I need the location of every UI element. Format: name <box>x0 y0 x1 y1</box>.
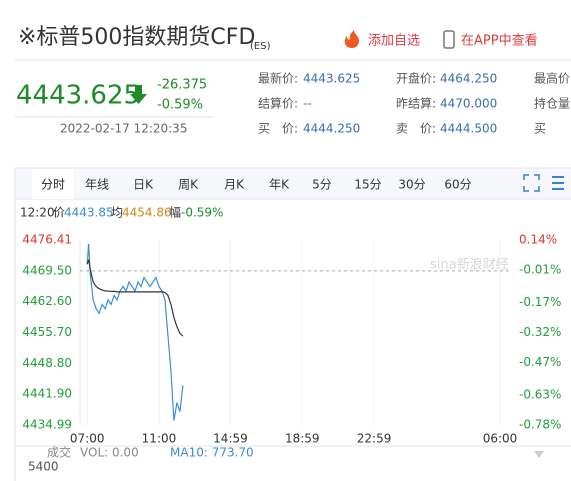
add-watch[interactable]: 添加自选 <box>368 34 420 49</box>
price-line <box>86 259 184 337</box>
y-tick-label: 4462.60 <box>22 294 72 308</box>
tab[interactable]: 周K <box>178 178 199 192</box>
change: -26.375 <box>157 78 207 93</box>
y-tick-label: 4476.41 <box>22 233 72 247</box>
y2-tick-label: -0.01% <box>519 263 561 277</box>
stat-label: 最高价: <box>534 71 571 86</box>
info-avg: 4454.86 <box>122 206 172 220</box>
ma10: MA10: 773.70 <box>170 446 254 460</box>
stat-label: 持仓量: <box>534 96 571 111</box>
tab-bar <box>14 167 571 200</box>
tab[interactable]: 年K <box>269 178 290 192</box>
stat-label: 开盘价: <box>396 71 436 86</box>
x-tick-label: 22:59 <box>357 432 392 446</box>
y-tick-label: 4434.99 <box>22 418 72 432</box>
tab[interactable]: 30分 <box>398 178 425 192</box>
stat-label: 买 <box>534 122 546 136</box>
tab[interactable]: 月K <box>224 178 245 192</box>
y-tick-label: 4441.90 <box>22 387 72 401</box>
menu-icon[interactable] <box>552 176 564 190</box>
stat-value: 4464.250 <box>440 72 497 86</box>
stat-label: 买 价: <box>258 122 298 136</box>
stat-value: 4444.500 <box>440 122 497 136</box>
vol-label: 成交 <box>47 445 71 460</box>
y2-tick-label: 0.14% <box>519 233 557 247</box>
x-tick-label: 07:00 <box>70 432 105 446</box>
info-label: 幅 <box>169 205 181 220</box>
vol: VOL: 0.00 <box>80 446 139 460</box>
stat-value: 4470.000 <box>440 97 497 111</box>
stat-value: 4444.250 <box>303 122 360 136</box>
stat-value: -- <box>303 97 312 111</box>
info-time: 12:20 <box>20 206 55 220</box>
y2-tick-label: -0.78% <box>519 418 561 432</box>
title: ※标普500指数期货CFD <box>18 25 255 50</box>
stat-label: 结算价: <box>258 96 298 111</box>
open-app[interactable]: 在APP中查看 <box>461 33 538 49</box>
down-arrow <box>130 85 147 104</box>
time: 2022-02-17 12:20:35 <box>60 122 187 136</box>
x-tick-label: 11:00 <box>142 432 177 446</box>
vol-max: 5400 <box>28 460 59 474</box>
y2-tick-label: -0.47% <box>519 355 561 369</box>
tab[interactable]: 5分 <box>312 178 332 192</box>
y2-tick-label: -0.17% <box>519 295 561 309</box>
tab[interactable]: 15分 <box>354 178 381 192</box>
y2-tick-label: -0.63% <box>519 387 561 401</box>
collapse-icon[interactable] <box>534 451 544 458</box>
x-tick-label: 14:59 <box>213 432 248 446</box>
price-line <box>86 244 184 421</box>
info-pct: -0.59% <box>181 206 223 220</box>
tab[interactable]: 日K <box>133 178 154 192</box>
phone-icon[interactable] <box>443 30 455 49</box>
tab[interactable]: 年线 <box>85 178 109 192</box>
code: (ES) <box>250 41 271 52</box>
info-label: 均 <box>111 206 123 220</box>
tab[interactable]: 60分 <box>444 178 471 192</box>
info-price: 4443.85 <box>64 206 114 220</box>
tab-selected <box>32 169 74 199</box>
y2-tick-label: -0.32% <box>519 325 561 339</box>
stat-label: 卖 价: <box>396 122 436 136</box>
info-label: 价 <box>53 206 65 220</box>
x-tick-label: 18:59 <box>285 432 320 446</box>
stat-label: 昨结算: <box>396 96 436 111</box>
y-tick-label: 4455.70 <box>22 325 72 339</box>
y-tick-label: 4469.50 <box>22 263 72 277</box>
expand-icon[interactable] <box>523 174 540 192</box>
x-tick-label: 06:00 <box>483 432 518 446</box>
tab[interactable]: 分时 <box>41 178 65 192</box>
change-pct: -0.59% <box>157 98 203 113</box>
flame-icon[interactable] <box>344 30 359 48</box>
watermark: sina新浪财经 <box>430 257 509 273</box>
stat-label: 最新价: <box>258 71 298 86</box>
stat-value: 4443.625 <box>303 72 360 86</box>
price: 4443.625 <box>16 81 140 111</box>
y-tick-label: 4448.80 <box>22 356 72 370</box>
